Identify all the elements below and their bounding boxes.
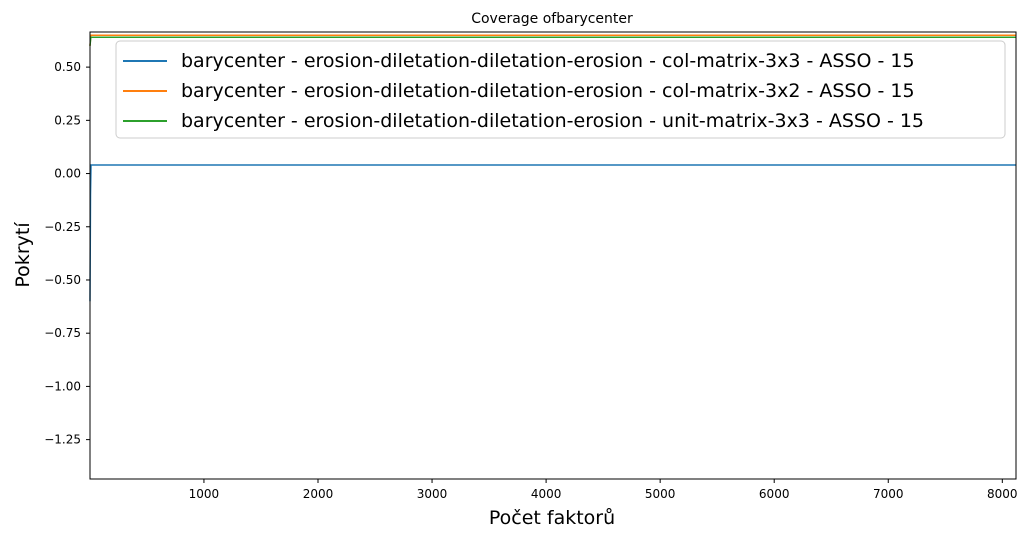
y-tick-label: −0.25	[44, 220, 81, 234]
y-tick-label: 0.50	[54, 60, 81, 74]
x-tick-label: 1000	[189, 487, 220, 501]
y-tick-label: −1.25	[44, 433, 81, 447]
chart-title: Coverage ofbarycenter	[471, 11, 633, 27]
y-tick-label: 0.00	[54, 167, 81, 181]
plot-area	[89, 31, 1017, 480]
x-tick-label: 3000	[417, 487, 448, 501]
y-tick-label: −0.50	[44, 273, 81, 287]
legend-box	[115, 40, 1006, 139]
plot-frame	[89, 31, 1017, 480]
y-tick-label: 0.25	[54, 113, 81, 127]
legend: barycenter - erosion-diletation-diletati…	[115, 40, 1006, 139]
x-tick-label: 8000	[987, 487, 1018, 501]
legend-label-col-matrix-3x3: barycenter - erosion-diletation-diletati…	[181, 50, 915, 72]
x-tick-label: 6000	[759, 487, 790, 501]
x-axis: 1000 2000 3000 4000 5000 6000 7000 8000	[189, 479, 1018, 501]
legend-label-col-matrix-3x2: barycenter - erosion-diletation-diletati…	[181, 80, 915, 102]
x-axis-label: Počet faktorů	[489, 507, 615, 529]
y-tick-label: −0.75	[44, 326, 81, 340]
y-axis-label: Pokrytí	[12, 222, 34, 288]
x-tick-label: 4000	[531, 487, 562, 501]
x-tick-label: 7000	[873, 487, 904, 501]
legend-label-unit-matrix-3x3: barycenter - erosion-diletation-diletati…	[181, 110, 924, 132]
x-tick-label: 5000	[645, 487, 676, 501]
y-tick-label: −1.00	[44, 379, 81, 393]
x-tick-label: 2000	[303, 487, 334, 501]
y-axis: 0.50 0.25 0.00 −0.25 −0.50 −0.75 −1.00 −1.25	[44, 60, 90, 447]
